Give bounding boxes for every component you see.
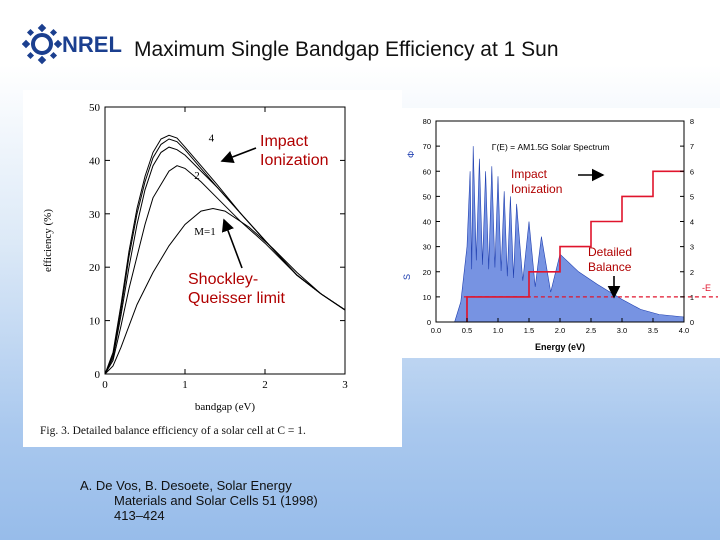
right-y-tick-label: 1 xyxy=(690,293,694,302)
nrel-sunburst-icon xyxy=(21,23,63,65)
left-y-tick-label: 30 xyxy=(423,243,431,252)
efficiency-curve-m=3 xyxy=(104,146,346,375)
figure-caption: Fig. 3. Detailed balance efficiency of a… xyxy=(40,425,306,437)
spectrum-x-tick-label: 2.5 xyxy=(586,326,596,335)
y-tick-label: 0 xyxy=(95,369,101,381)
left-y-tick-label: 60 xyxy=(423,167,431,176)
spectrum-x-tick-label: 4.0 xyxy=(679,326,689,335)
shockley-queisser-line2: Queisser limit xyxy=(188,290,285,307)
right-axis-fragment: -E xyxy=(702,283,711,293)
left-y-tick-label: 50 xyxy=(423,192,431,201)
spectrum-x-tick-label: 0.0 xyxy=(431,326,441,335)
efficiency-curve-m=4 xyxy=(104,138,346,375)
y-axis-title: efficiency (%) xyxy=(42,209,54,272)
y-tick-label: 20 xyxy=(89,262,101,274)
right-y-tick-label: 6 xyxy=(690,167,694,176)
spectrum-x-tick-label: 1.5 xyxy=(524,326,534,335)
spectrum-x-tick-label: 3.0 xyxy=(617,326,627,335)
right-y-tick-label: 0 xyxy=(690,318,694,327)
spectrum-x-axis-title: Energy (eV) xyxy=(535,342,585,352)
left-y-tick-label: 80 xyxy=(423,117,431,126)
impact-ionization-left-line2: Ionization xyxy=(260,152,329,169)
x-tick-label: 2 xyxy=(262,379,268,391)
left-y-tick-label: 70 xyxy=(423,142,431,151)
left-axis-fragment: Φ xyxy=(406,151,416,158)
shockley-queisser-label: Shockley- Queisser limit xyxy=(188,270,285,308)
x-tick-label: 3 xyxy=(342,379,348,391)
detailed-balance-line1: Detailed xyxy=(588,245,633,259)
reference-line3: 413–424 xyxy=(114,508,165,523)
curve-label: M=1 xyxy=(194,226,215,238)
right-y-tick-label: 4 xyxy=(690,218,694,227)
x-tick-label: 0 xyxy=(102,379,108,391)
right-y-tick-label: 8 xyxy=(690,117,694,126)
impact-ionization-left-line1: Impact xyxy=(260,133,309,150)
plot-frame xyxy=(104,106,346,375)
spectrum-chart: 0 10 20 30 40 50 60 70 80 0 1 2 3 4 5 6 7 8 0.0 0.5 1.0 1.5 2.… xyxy=(402,108,720,358)
reference-line2: Materials and Solar Cells 51 (1998) xyxy=(114,493,318,508)
efficiency-curve-m=5 xyxy=(104,134,346,375)
y-tick-label: 30 xyxy=(89,209,101,221)
left-y-tick-label: 10 xyxy=(423,293,431,302)
reference-citation: A. De Vos, B. Desoete, Solar Energy Mate… xyxy=(80,478,318,523)
impact-ionization-label-left: Impact Ionization xyxy=(260,132,329,170)
efficiency-chart: 0 10 20 30 40 50 0 1 2 3 bandgap (eV) efficiency (%… xyxy=(42,102,348,413)
impact-ionization-label-right: Impact Ionization xyxy=(511,167,562,197)
impact-ionization-steps xyxy=(466,170,684,322)
reference-line1: A. De Vos, B. Desoete, Solar Energy xyxy=(80,478,292,493)
efficiency-chart-panel: 0 10 20 30 40 50 0 1 2 3 bandgap (eV) efficiency (%… xyxy=(23,90,402,447)
detailed-balance-label: Detailed Balance xyxy=(588,245,632,275)
spectrum-x-tick-label: 2.0 xyxy=(555,326,565,335)
curve-label: 4 xyxy=(209,133,215,145)
slide-title: Maximum Single Bandgap Efficiency at 1 S… xyxy=(134,38,559,61)
left-y-tick-label: 20 xyxy=(423,268,431,277)
detailed-balance-line2: Balance xyxy=(588,260,632,274)
spectrum-x-tick-label: 3.5 xyxy=(648,326,658,335)
spectrum-x-tick-label: 0.5 xyxy=(462,326,472,335)
curve-label: 2 xyxy=(194,170,200,182)
right-y-tick-label: 3 xyxy=(690,243,694,252)
impact-ionization-right-line2: Ionization xyxy=(511,182,563,196)
right-y-tick-label: 2 xyxy=(690,268,694,277)
x-axis-title: bandgap (eV) xyxy=(195,401,256,413)
efficiency-curve-m=1 xyxy=(104,207,346,375)
logo-wordmark: NREL xyxy=(62,32,122,57)
right-y-tick-label: 7 xyxy=(690,142,694,151)
efficiency-curve-m=2 xyxy=(104,165,346,375)
nrel-logo: NREL xyxy=(21,22,122,70)
left-y-tick-label: 0 xyxy=(427,318,431,327)
right-y-tick-label: 5 xyxy=(690,192,694,201)
y-tick-label: 10 xyxy=(89,316,101,328)
spectrum-x-tick-label: 1.0 xyxy=(493,326,503,335)
y-tick-label: 50 xyxy=(89,102,101,114)
left-y-tick-label: 40 xyxy=(423,218,431,227)
shockley-queisser-line1: Shockley- xyxy=(188,271,259,288)
spectrum-chart-panel: 0 10 20 30 40 50 60 70 80 0 1 2 3 4 5 6 7 8 0.0 0.5 1.0 1.5 2.… xyxy=(402,108,720,358)
spectrum-title: Γ(E) = AM1.5G Solar Spectrum xyxy=(492,142,610,152)
y-tick-label: 40 xyxy=(89,155,101,167)
impact-ionization-right-line1: Impact xyxy=(511,167,548,181)
x-tick-label: 1 xyxy=(182,379,188,391)
left-axis-fragment-s: S xyxy=(402,274,412,280)
